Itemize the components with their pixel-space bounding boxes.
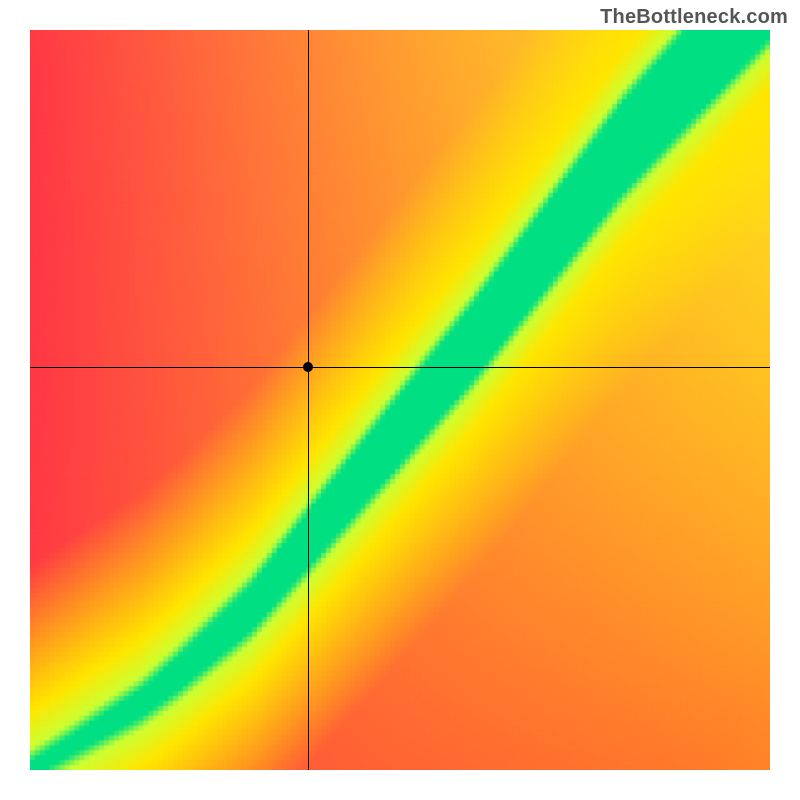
crosshair-horizontal <box>30 367 770 368</box>
crosshair-marker <box>303 362 313 372</box>
heatmap-canvas <box>30 30 770 770</box>
heatmap-chart <box>30 30 770 770</box>
watermark-text: TheBottleneck.com <box>600 6 788 29</box>
crosshair-vertical <box>308 30 309 770</box>
